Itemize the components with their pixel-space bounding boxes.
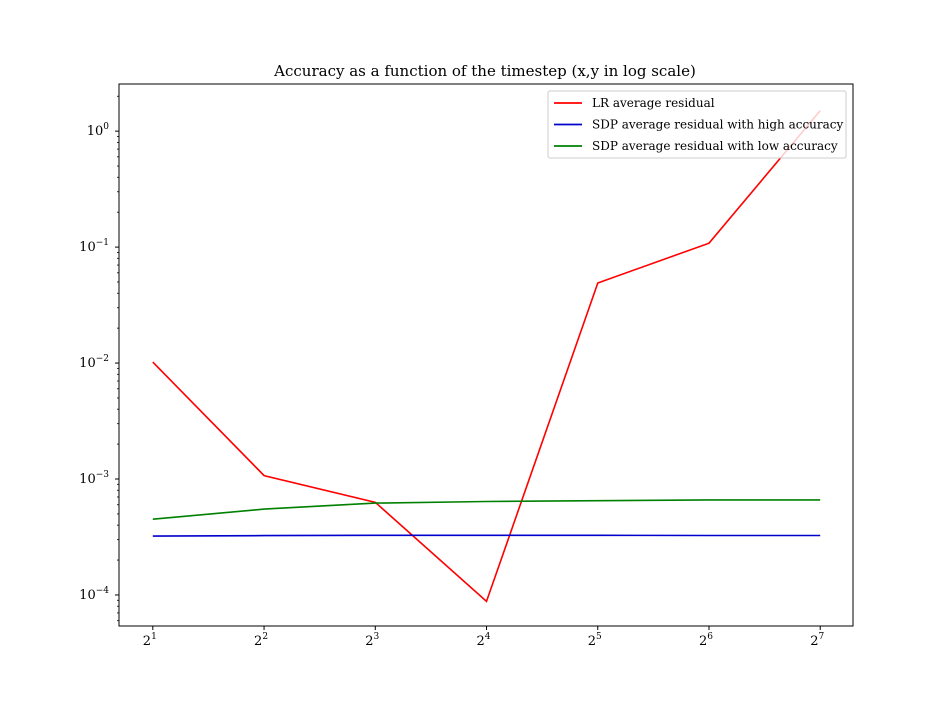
x-tick-label: 21 bbox=[143, 632, 157, 649]
y-tick-label: 10−4 bbox=[79, 586, 109, 603]
series-line-3 bbox=[152, 499, 821, 520]
y-tick-label: 10−3 bbox=[79, 470, 109, 487]
legend: LR average residual SDP average residual … bbox=[547, 90, 847, 159]
x-axis: 21 22 23 24 25 26 27 bbox=[143, 626, 825, 649]
legend-box bbox=[547, 90, 847, 159]
y-tick-label: 100 bbox=[87, 122, 110, 139]
y-tick-label: 10−1 bbox=[79, 238, 109, 255]
x-tick-label: 27 bbox=[810, 632, 824, 649]
x-tick-label: 23 bbox=[365, 632, 379, 649]
x-tick-label: 26 bbox=[699, 632, 713, 649]
plot-area bbox=[152, 110, 821, 603]
legend-label: LR average residual bbox=[592, 96, 715, 110]
y-axis: 10−4 10−3 10−2 10−1 100 bbox=[79, 95, 119, 622]
x-tick-label: 22 bbox=[254, 632, 268, 649]
y-tick-label: 10−2 bbox=[79, 354, 109, 371]
plot-frame bbox=[118, 83, 854, 627]
series-line-1 bbox=[152, 110, 821, 603]
legend-label: SDP average residual with high accuracy bbox=[592, 118, 844, 132]
legend-label: SDP average residual with low accuracy bbox=[592, 139, 838, 153]
series-line-2 bbox=[152, 534, 821, 537]
x-tick-label: 25 bbox=[588, 632, 602, 649]
x-tick-label: 24 bbox=[477, 632, 491, 649]
chart-title: Accuracy as a function of the timestep (… bbox=[273, 62, 696, 80]
